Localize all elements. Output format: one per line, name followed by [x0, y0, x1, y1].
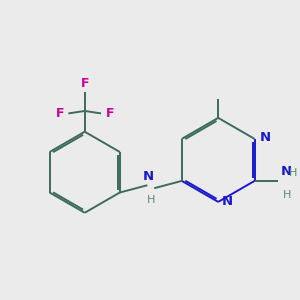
Text: F: F	[80, 77, 89, 90]
Text: N: N	[260, 131, 271, 144]
Text: H: H	[283, 190, 291, 200]
Text: N: N	[142, 170, 153, 183]
Text: N: N	[222, 195, 233, 208]
Text: H: H	[289, 168, 298, 178]
Text: N: N	[280, 165, 291, 178]
Text: F: F	[56, 107, 64, 120]
Text: F: F	[106, 107, 114, 120]
Text: H: H	[147, 195, 155, 205]
